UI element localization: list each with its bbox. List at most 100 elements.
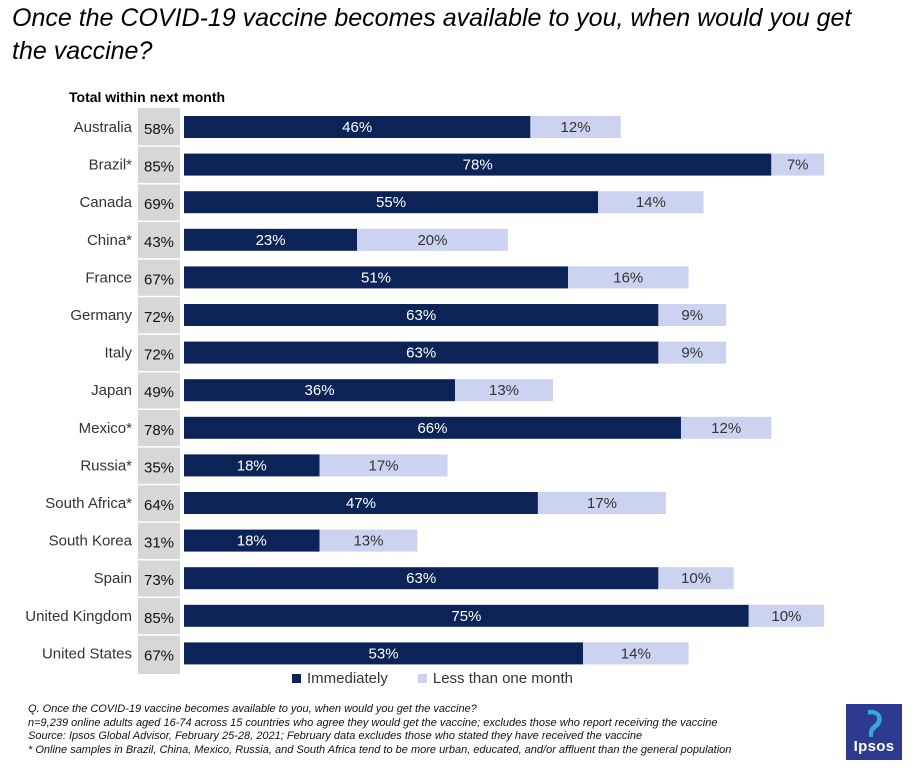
stacked-bar-chart: Australia 58% 46% 12% Brazil* 85% 78% 7% Canada 6… xyxy=(25,108,825,674)
category-label: Germany xyxy=(70,307,132,324)
bar-immediately xyxy=(184,642,584,665)
data-label-less-than-month: 20% xyxy=(417,232,447,249)
total-value: 78% xyxy=(144,422,174,439)
total-value: 85% xyxy=(144,610,174,627)
data-label-immediately: 63% xyxy=(406,570,436,587)
bar-immediately xyxy=(184,379,456,402)
category-label: United Kingdom xyxy=(25,608,132,625)
total-value: 72% xyxy=(144,309,174,326)
bar-immediately xyxy=(184,492,538,514)
category-label: Mexico* xyxy=(79,420,133,437)
footnote-sample: n=9,239 online adults aged 16-74 across … xyxy=(28,716,718,729)
total-value: 64% xyxy=(144,497,174,514)
data-label-immediately: 47% xyxy=(346,495,376,512)
data-label-less-than-month: 13% xyxy=(489,382,519,399)
data-label-less-than-month: 9% xyxy=(681,307,703,324)
data-label-less-than-month: 7% xyxy=(787,157,809,174)
bar-immediately xyxy=(184,454,320,477)
bar-immediately xyxy=(184,228,358,251)
data-label-immediately: 46% xyxy=(342,119,372,136)
legend-item-immediately: Immediately xyxy=(292,670,388,687)
category-label: South Korea xyxy=(49,533,133,550)
legend-label-immediately: Immediately xyxy=(307,670,388,687)
bar-immediately xyxy=(184,153,772,176)
total-value: 73% xyxy=(144,572,174,589)
data-label-immediately: 78% xyxy=(463,157,493,174)
data-label-immediately: 75% xyxy=(451,608,481,625)
totals-column-bg xyxy=(138,108,180,674)
bar-less-than-month xyxy=(568,266,689,289)
category-label: France xyxy=(85,269,132,286)
legend-swatch-less-than-month xyxy=(417,674,427,683)
total-value: 85% xyxy=(144,159,174,176)
bar-immediately xyxy=(184,529,320,552)
chart-title: Once the COVID-19 vaccine becomes availa… xyxy=(12,4,852,65)
data-label-less-than-month: 9% xyxy=(681,345,703,362)
data-label-less-than-month: 17% xyxy=(369,457,399,474)
bar-immediately xyxy=(184,567,659,590)
data-label-immediately: 18% xyxy=(237,533,267,550)
bar-less-than-month xyxy=(598,191,704,214)
total-value: 35% xyxy=(144,459,174,476)
footnote-source: Source: Ipsos Global Advisor, February 2… xyxy=(28,730,643,743)
total-value: 72% xyxy=(144,347,174,364)
data-label-less-than-month: 17% xyxy=(587,495,617,512)
footnotes: Q. Once the COVID-19 vaccine becomes ava… xyxy=(28,703,828,757)
data-label-less-than-month: 10% xyxy=(771,608,801,625)
category-label: South Africa* xyxy=(45,495,132,512)
data-label-less-than-month: 12% xyxy=(711,420,741,437)
bar-less-than-month xyxy=(680,416,772,439)
totals-column-header: Total within next month xyxy=(69,89,226,105)
legend-label-less-than-month: Less than one month xyxy=(432,670,573,687)
total-value: 69% xyxy=(144,196,174,213)
logo-mark-icon xyxy=(868,709,882,737)
bar-immediately xyxy=(184,116,531,138)
total-value: 43% xyxy=(144,234,174,251)
bar-less-than-month xyxy=(658,567,734,590)
total-value: 58% xyxy=(144,121,174,138)
bar-immediately xyxy=(184,191,599,214)
data-label-less-than-month: 14% xyxy=(621,645,651,662)
category-label: Spain xyxy=(94,570,132,587)
data-label-immediately: 36% xyxy=(305,382,335,399)
category-label: Italy xyxy=(104,345,132,362)
data-label-immediately: 63% xyxy=(406,307,436,324)
category-label: China* xyxy=(87,232,132,249)
legend-swatch-immediately xyxy=(292,674,301,683)
bar-immediately xyxy=(184,304,659,326)
bar-less-than-month xyxy=(658,304,727,326)
logo-text: Ipsos xyxy=(853,738,895,755)
bar-less-than-month xyxy=(771,153,825,176)
bar-less-than-month xyxy=(319,529,418,552)
total-value: 67% xyxy=(144,271,174,288)
category-label: Brazil* xyxy=(89,157,133,174)
total-value: 31% xyxy=(144,535,174,552)
total-value: 67% xyxy=(144,647,174,664)
data-label-immediately: 51% xyxy=(361,269,391,286)
bar-immediately xyxy=(184,604,749,627)
data-label-immediately: 53% xyxy=(369,645,399,662)
data-label-less-than-month: 16% xyxy=(613,269,643,286)
bar-immediately xyxy=(184,266,569,289)
bar-less-than-month xyxy=(583,642,689,665)
bar-less-than-month xyxy=(530,116,621,138)
total-value: 49% xyxy=(144,384,174,401)
bar-less-than-month xyxy=(319,454,448,477)
category-label: Canada xyxy=(79,194,132,211)
data-label-less-than-month: 14% xyxy=(636,194,666,211)
data-label-immediately: 55% xyxy=(376,194,406,211)
bar-immediately xyxy=(184,341,659,364)
data-label-less-than-month: 12% xyxy=(561,119,591,136)
data-label-immediately: 18% xyxy=(237,457,267,474)
category-label: Australia xyxy=(74,119,133,136)
data-label-immediately: 66% xyxy=(417,420,447,437)
bar-less-than-month xyxy=(455,379,553,402)
footnote-question: Q. Once the COVID-19 vaccine becomes ava… xyxy=(28,703,477,715)
footnote-online-samples: * Online samples in Brazil, China, Mexic… xyxy=(28,743,732,756)
category-label: Russia* xyxy=(80,457,132,474)
data-label-less-than-month: 10% xyxy=(681,570,711,587)
bar-less-than-month xyxy=(537,492,666,514)
chart-legend: Immediately Less than one month xyxy=(292,670,573,687)
data-label-immediately: 63% xyxy=(406,345,436,362)
ipsos-logo: Ipsos xyxy=(846,704,902,760)
